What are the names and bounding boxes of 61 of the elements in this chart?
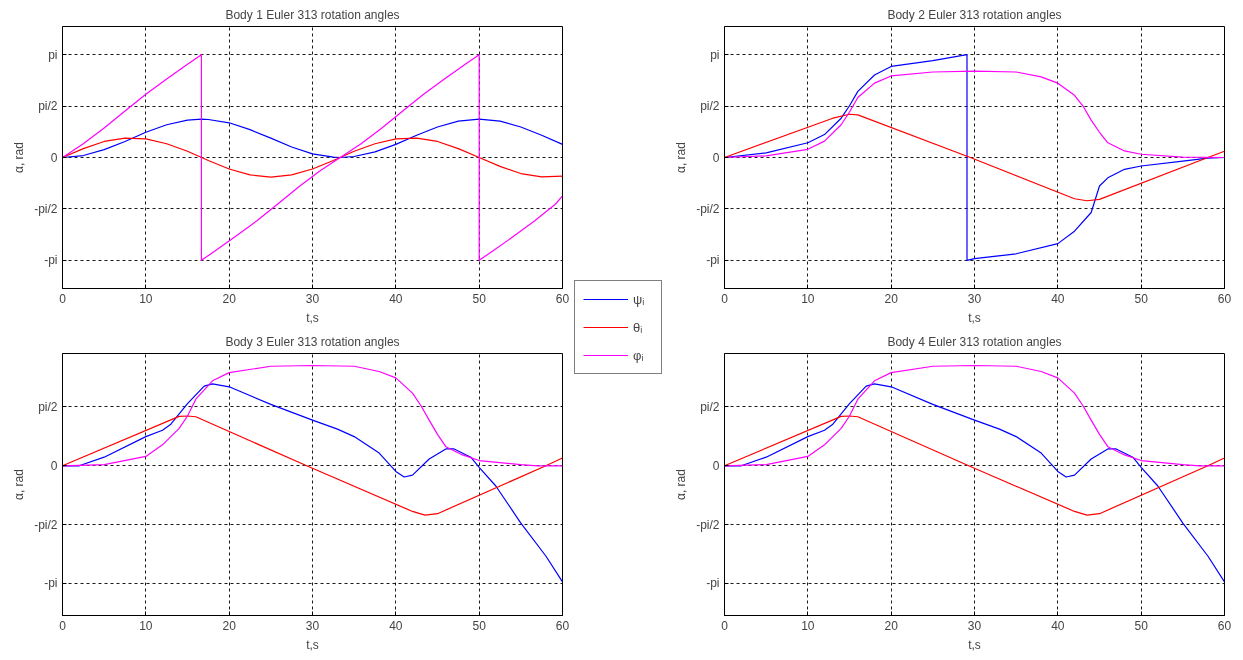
y-tick-label: pi/2: [38, 399, 58, 414]
y-axis-title: α, rad: [674, 142, 689, 173]
y-tick-label: 0: [50, 458, 58, 473]
y-tick-label: -pi: [44, 576, 58, 591]
y-tick-label: -pi/2: [34, 201, 58, 216]
x-axis-title: t,s: [306, 637, 319, 652]
chart-title: Body 2 Euler 313 rotation angles: [887, 7, 1062, 22]
x-tick-label: 40: [389, 291, 403, 306]
chart-title: Body 3 Euler 313 rotation angles: [225, 334, 400, 349]
legend-label: φᵢ: [633, 347, 645, 363]
x-axis-title: t,s: [968, 637, 981, 652]
x-tick-label: 60: [555, 618, 570, 633]
x-tick-label: 50: [1134, 618, 1149, 633]
legend-label: θᵢ: [633, 319, 644, 335]
y-tick-label: -pi/2: [696, 517, 720, 532]
y-tick-label: pi/2: [700, 399, 720, 414]
y-tick-label: 0: [712, 150, 720, 165]
y-tick-label: -pi: [706, 253, 720, 268]
x-tick-label: 20: [222, 291, 237, 306]
y-tick-label: -pi: [706, 576, 720, 591]
y-tick-label: pi/2: [700, 99, 720, 114]
x-tick-label: 10: [801, 618, 815, 633]
x-tick-label: 50: [1134, 291, 1149, 306]
x-tick-label: 60: [555, 291, 570, 306]
y-tick-label: -pi: [44, 253, 58, 268]
line-series: [62, 137, 563, 178]
line-series: [724, 113, 1225, 202]
line-series: [62, 415, 563, 516]
y-tick-label: 0: [712, 458, 720, 473]
chart-title: Body 1 Euler 313 rotation angles: [225, 7, 400, 22]
line-series: [724, 415, 1225, 516]
y-tick-label: 0: [50, 150, 58, 165]
y-axis-title: α, rad: [674, 469, 689, 500]
x-tick-label: 30: [305, 291, 320, 306]
y-tick-label: pi/2: [38, 99, 58, 114]
y-tick-label: -pi/2: [34, 517, 58, 532]
x-tick-label: 30: [967, 618, 982, 633]
x-tick-label: 10: [139, 618, 153, 633]
x-tick-label: 20: [222, 618, 237, 633]
y-tick-label: -pi/2: [696, 201, 720, 216]
legend-label: ψᵢ: [633, 291, 646, 307]
x-tick-label: 10: [801, 291, 815, 306]
x-axis-title: t,s: [968, 310, 981, 325]
x-tick-label: 60: [1217, 291, 1232, 306]
y-tick-label: pi: [48, 47, 58, 62]
x-tick-label: 60: [1217, 618, 1232, 633]
y-axis-title: α, rad: [12, 469, 27, 500]
x-tick-label: 20: [884, 291, 899, 306]
x-tick-label: 30: [305, 618, 320, 633]
x-tick-label: 40: [389, 618, 403, 633]
x-tick-label: 10: [139, 291, 153, 306]
x-tick-label: 30: [967, 291, 982, 306]
x-tick-label: 40: [1051, 291, 1065, 306]
x-tick-label: 20: [884, 618, 899, 633]
chart-title: Body 4 Euler 313 rotation angles: [887, 334, 1062, 349]
y-axis-title: α, rad: [12, 142, 27, 173]
x-axis-title: t,s: [306, 310, 319, 325]
x-tick-label: 50: [472, 618, 487, 633]
x-tick-label: 50: [472, 291, 487, 306]
x-tick-label: 40: [1051, 618, 1065, 633]
y-tick-label: pi: [710, 47, 720, 62]
